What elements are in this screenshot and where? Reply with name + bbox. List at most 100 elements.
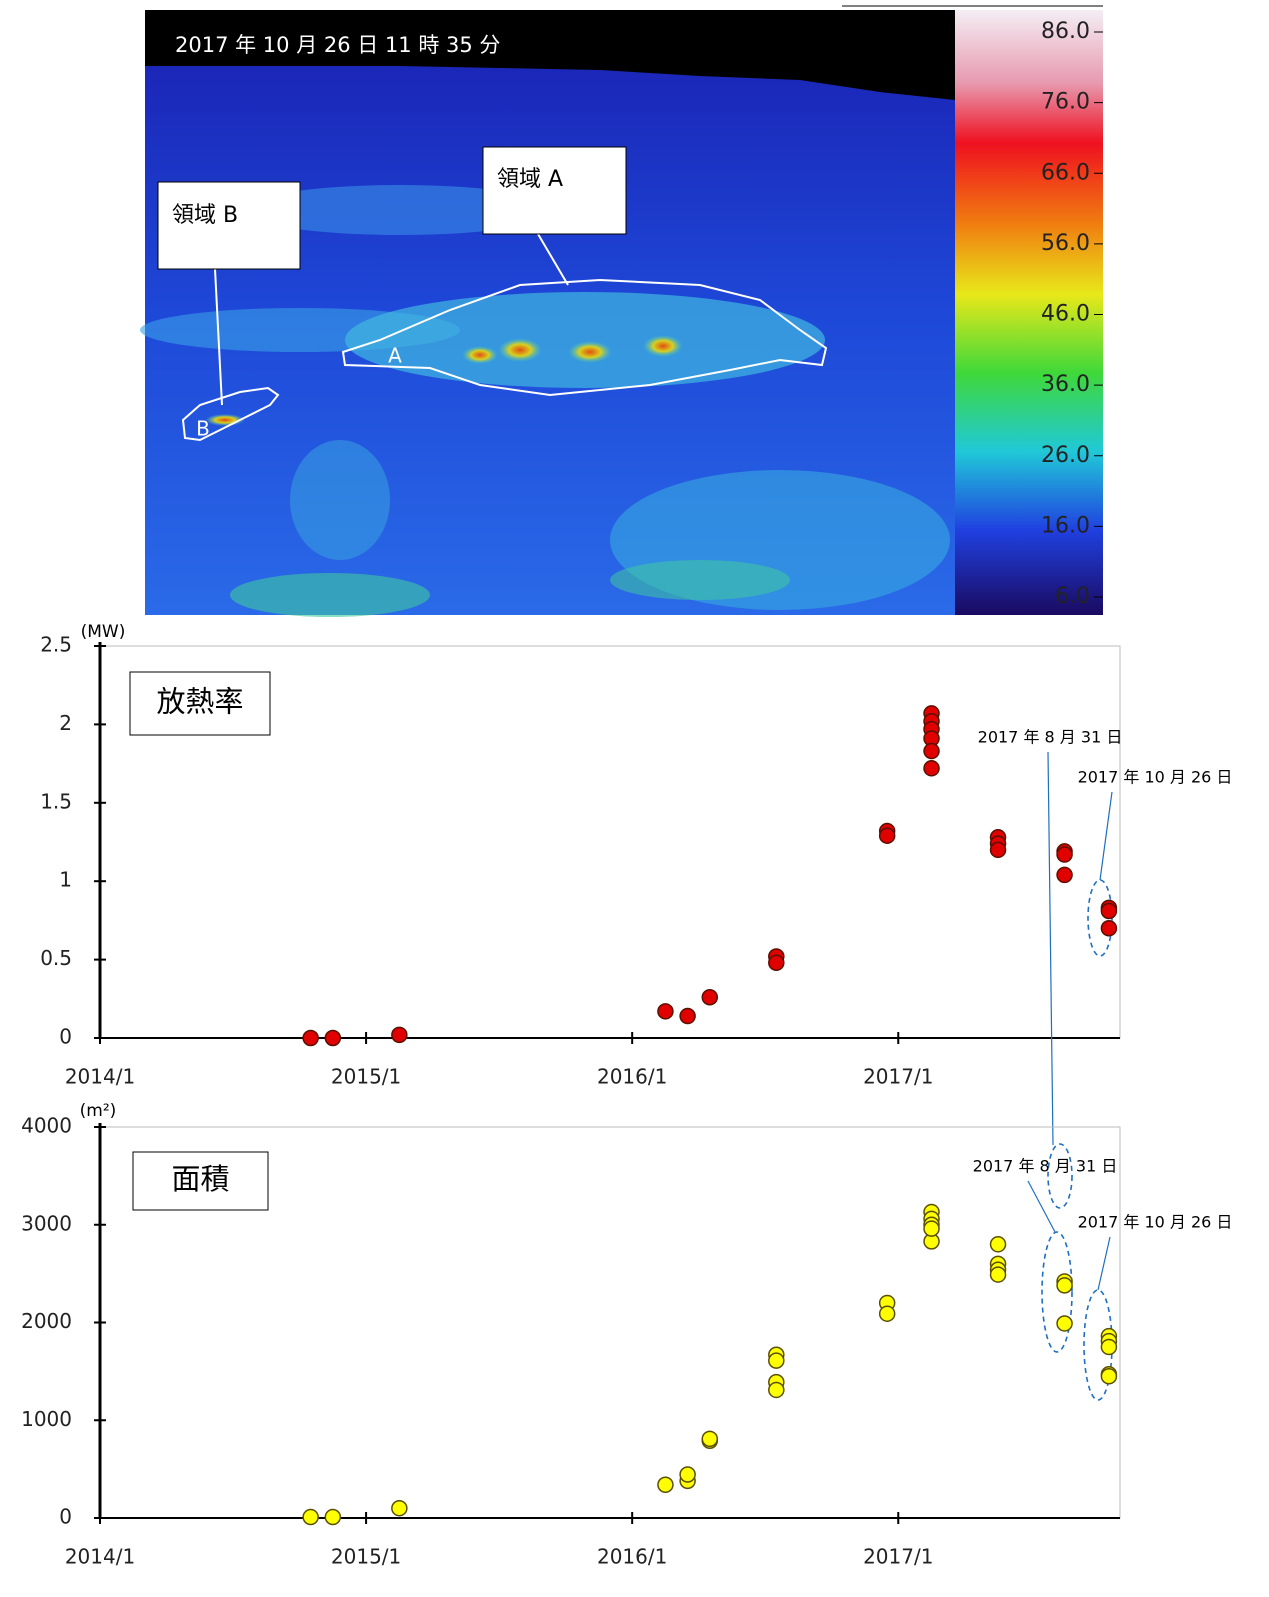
- x-tick-label: 2016/1: [597, 1065, 667, 1089]
- y-unit: (MW): [81, 622, 126, 642]
- annotation: 2017 年 8 月 31 日: [978, 728, 1123, 747]
- y-tick-label: 1: [59, 868, 72, 892]
- annotation: 2017 年 10 月 26 日: [1078, 768, 1233, 787]
- data-point: [1056, 1315, 1073, 1332]
- callout-text: 領域 A: [497, 167, 563, 192]
- callout-box: [157, 181, 301, 270]
- callout-box: [482, 146, 627, 235]
- x-tick-label: 2014/1: [65, 1065, 135, 1089]
- colorbar-label: 56.0: [1041, 231, 1090, 256]
- data-point: [391, 1499, 408, 1517]
- annotation: 2017 年 8 月 31 日: [973, 1157, 1118, 1176]
- title-box: [132, 1151, 269, 1211]
- data-point: [1056, 866, 1073, 884]
- data-point: [324, 1029, 342, 1047]
- y-unit: (m²): [80, 1101, 117, 1121]
- charts: 0 0.5 1 1.5 2 2.5 2014/1 2015/1 2016/1 2017/1 (MW)…: [21, 622, 1232, 1569]
- y-tick-label: 2.5: [40, 633, 72, 657]
- region-b-outline: [181, 386, 280, 442]
- data-point: [701, 988, 719, 1006]
- data-point: [324, 1508, 342, 1526]
- x-tick-label: 2015/1: [331, 1545, 401, 1569]
- annotation-line: [1027, 1180, 1056, 1233]
- hotspot: [568, 341, 612, 363]
- annotation-line: [1099, 791, 1113, 881]
- y-tick-label: 0: [59, 1025, 72, 1049]
- colorbar: [955, 10, 1103, 615]
- hotspot: [498, 338, 542, 362]
- colorbar-label: 76.0: [1041, 90, 1090, 115]
- callout-text: 領域 B: [172, 203, 238, 228]
- y-tick-label: 0.5: [40, 946, 72, 970]
- y-tick-label: 2: [59, 711, 72, 735]
- y-tick-label: 0: [59, 1505, 72, 1529]
- hotspot: [462, 346, 498, 364]
- sky: [145, 10, 955, 100]
- annotation: 2017 年 10 月 26 日: [1078, 1213, 1233, 1232]
- timestamp: 2017 年 10 月 26 日 11 時 35 分: [175, 33, 500, 57]
- thermal-image: A B 領域 A 領域 B 2017 年 10 月 26 日 11 時 35 分…: [140, 10, 1103, 617]
- x-tick-label: 2017/1: [863, 1545, 933, 1569]
- terrain: [345, 292, 825, 388]
- colorbar-ticks: 86.0 76.0 66.0 56.0 46.0 36.0 26.0 16.0 6.0: [1041, 19, 1103, 609]
- annotation-line: [1097, 1236, 1111, 1291]
- y-tick-label: 1.5: [40, 789, 72, 813]
- colorbar-label: 36.0: [1041, 372, 1090, 397]
- data-point: [302, 1029, 319, 1047]
- data-point: [657, 1003, 674, 1020]
- title-box: [129, 671, 271, 736]
- y-tick-label: 4000: [21, 1114, 72, 1138]
- terrain: [290, 440, 390, 560]
- data-point: [878, 1305, 896, 1322]
- x-tick-label: 2015/1: [331, 1065, 401, 1089]
- colorbar-label: 26.0: [1041, 443, 1090, 468]
- y-tick-label: 1000: [21, 1407, 72, 1431]
- x-tick-label: 2017/1: [863, 1065, 933, 1089]
- data-point: [1100, 1368, 1118, 1385]
- hotspot: [643, 335, 683, 357]
- region-label: A: [388, 344, 402, 368]
- terrain: [230, 573, 430, 617]
- annotation-line: [1047, 751, 1054, 1146]
- data-point: [679, 1466, 696, 1483]
- data-point: [1100, 919, 1118, 937]
- data-point: [657, 1476, 674, 1494]
- data-point: [1100, 902, 1118, 920]
- terrain: [610, 560, 790, 600]
- data-point: [768, 1381, 785, 1399]
- colorbar-label: 46.0: [1041, 302, 1090, 327]
- data-point: [989, 1236, 1007, 1253]
- colorbar-label: 6.0: [1055, 584, 1090, 609]
- data-point: [878, 827, 896, 844]
- region-label: B: [196, 417, 210, 441]
- data-point: [391, 1026, 408, 1044]
- y-tick-label: 3000: [21, 1211, 72, 1235]
- data-point: [768, 954, 785, 971]
- callout-line: [537, 233, 569, 286]
- data-point: [768, 1352, 785, 1369]
- chart-title: 放熱率: [156, 685, 243, 719]
- data-point: [1056, 846, 1073, 863]
- data-point: [989, 841, 1007, 859]
- region-a-outline: [341, 278, 828, 397]
- chart-title: 面積: [171, 1162, 229, 1196]
- data-point: [701, 1430, 719, 1448]
- terrain: [240, 185, 560, 235]
- data-point: [1056, 1277, 1073, 1294]
- colorbar-label: 86.0: [1041, 19, 1090, 44]
- data-point: [302, 1508, 319, 1526]
- data-point: [989, 1266, 1007, 1283]
- y-tick-label: 2000: [21, 1309, 72, 1333]
- data-point: [923, 742, 940, 760]
- annotation-ellipse: [1041, 1231, 1073, 1353]
- colorbar-label: 16.0: [1041, 513, 1090, 538]
- x-tick-label: 2014/1: [65, 1545, 135, 1569]
- colorbar-label: 66.0: [1041, 160, 1090, 185]
- callout-line: [214, 268, 223, 406]
- data-point: [1100, 1338, 1118, 1356]
- annotation-ellipse: [1047, 1143, 1073, 1209]
- data-point: [679, 1007, 696, 1025]
- data-point: [923, 760, 940, 777]
- data-point: [923, 1220, 940, 1237]
